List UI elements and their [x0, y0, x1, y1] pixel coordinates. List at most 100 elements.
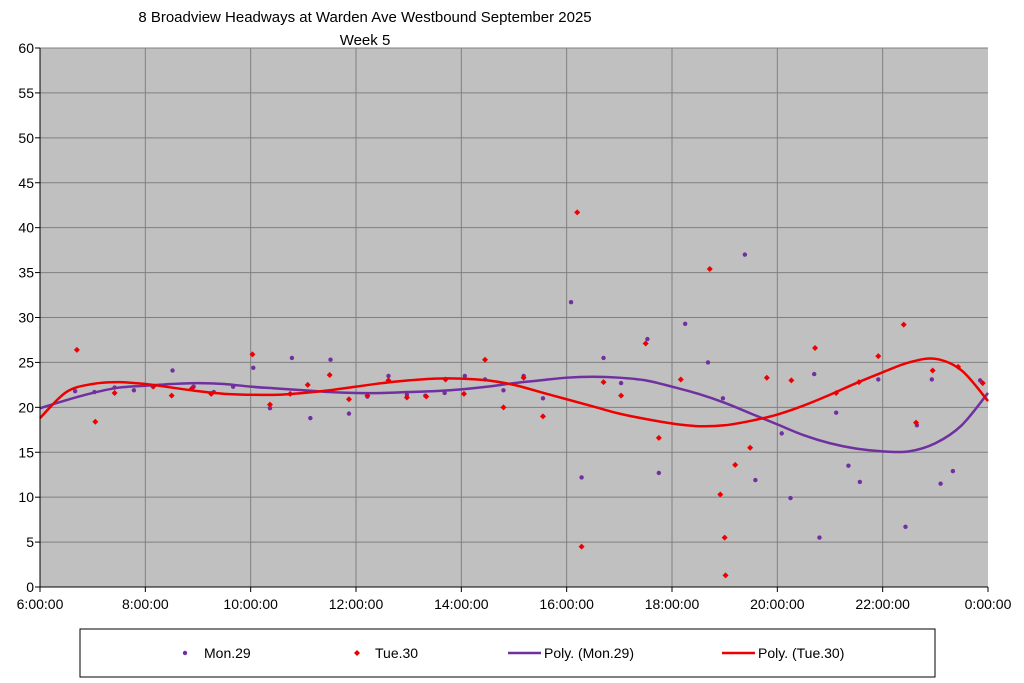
x-tick-label: 22:00:00	[855, 596, 910, 612]
data-point	[747, 444, 754, 451]
data-point	[875, 353, 882, 360]
data-point	[600, 379, 607, 386]
data-point	[938, 481, 943, 486]
legend: Mon.29 Tue.30 Poly. (Mon.29) Poly. (Tue.30)	[79, 628, 936, 678]
y-tick-label: 10	[18, 489, 34, 505]
x-tick-label: 8:00:00	[122, 596, 169, 612]
y-tick-label: 45	[18, 175, 34, 191]
data-point	[977, 378, 983, 383]
data-point	[111, 389, 118, 396]
data-point	[539, 413, 546, 420]
data-point	[913, 419, 920, 426]
data-point	[326, 371, 333, 378]
data-point	[656, 470, 662, 476]
data-point	[655, 434, 662, 441]
data-point	[753, 477, 758, 483]
data-point	[846, 463, 851, 468]
x-tick-label: 0:00:00	[965, 596, 1012, 612]
y-tick-label: 20	[18, 399, 34, 415]
legend-marker-swatch	[182, 650, 188, 656]
data-point	[706, 265, 713, 272]
data-point	[170, 368, 175, 373]
data-point	[482, 356, 489, 363]
data-point	[677, 376, 684, 383]
trend-line	[39, 357, 989, 428]
legend-item: Mon.29	[182, 645, 251, 661]
chart-title: 8 Broadview Headways at Warden Ave Westb…	[138, 9, 591, 26]
y-tick-label: 60	[18, 40, 34, 56]
data-point	[568, 300, 574, 305]
x-tick-label: 10:00:00	[223, 596, 278, 612]
legend-box	[79, 628, 936, 678]
data-point	[500, 404, 507, 411]
legend-marker-swatch	[354, 650, 360, 656]
data-point	[501, 388, 506, 393]
data-point	[574, 209, 581, 216]
data-point	[742, 252, 748, 257]
data-point	[833, 410, 839, 415]
legend-item: Poly. (Tue.30)	[722, 645, 844, 661]
y-tick-label: 40	[18, 220, 34, 236]
x-tick-label: 14:00:00	[434, 596, 489, 612]
data-point	[386, 373, 391, 379]
data-point	[578, 543, 585, 550]
data-point	[717, 491, 724, 498]
data-point	[817, 535, 822, 540]
legend-label: Poly. (Tue.30)	[758, 645, 844, 661]
data-point	[579, 475, 584, 480]
data-point	[520, 374, 527, 381]
data-point	[721, 534, 728, 541]
data-point	[168, 392, 175, 399]
data-point	[308, 415, 313, 421]
data-point	[732, 461, 739, 468]
data-point	[812, 345, 819, 352]
legend-label: Poly. (Mon.29)	[544, 645, 634, 661]
data-point	[900, 321, 907, 328]
data-point	[642, 340, 649, 347]
data-point	[857, 479, 863, 485]
axes: 0 5 10 15 20 25 30 35 40 45 50 55 60 6:00:00 8:00:00 10…	[17, 40, 1012, 612]
data-point	[423, 393, 430, 400]
gridlines	[40, 47, 988, 587]
y-tick-label: 15	[18, 444, 34, 460]
data-point	[618, 380, 624, 386]
data-point	[950, 468, 956, 474]
data-point	[72, 388, 78, 394]
data-point	[540, 396, 546, 401]
data-point	[462, 373, 468, 379]
x-tick-label: 12:00:00	[329, 596, 384, 612]
data-point	[929, 367, 936, 374]
data-point	[403, 394, 410, 401]
legend-label: Mon.29	[204, 645, 251, 661]
data-point	[601, 355, 606, 361]
series-1	[72, 252, 983, 540]
data-point	[266, 401, 273, 408]
data-point	[682, 321, 688, 326]
data-point	[460, 390, 467, 397]
trend-line	[39, 375, 989, 454]
series-3	[39, 375, 989, 454]
data-point	[929, 377, 935, 382]
data-point	[249, 351, 256, 358]
x-tick-label: 20:00:00	[750, 596, 805, 612]
data-point	[788, 377, 795, 384]
data-point	[251, 365, 256, 371]
data-point	[618, 392, 625, 399]
data-point	[73, 346, 80, 353]
data-point	[645, 336, 650, 342]
data-point	[876, 377, 881, 382]
y-tick-label: 25	[18, 354, 34, 370]
y-tick-label: 0	[26, 579, 34, 595]
y-tick-label: 50	[18, 130, 34, 146]
data-point	[304, 381, 311, 388]
data-point	[720, 396, 726, 401]
data-point	[289, 355, 295, 361]
data-point	[763, 374, 770, 381]
legend-item: Poly. (Mon.29)	[508, 645, 634, 661]
legend-item: Tue.30	[354, 645, 418, 661]
data-point	[722, 572, 729, 579]
data-point	[903, 524, 908, 530]
data-point	[267, 406, 273, 411]
series-2	[73, 209, 986, 579]
series-4	[39, 357, 989, 428]
